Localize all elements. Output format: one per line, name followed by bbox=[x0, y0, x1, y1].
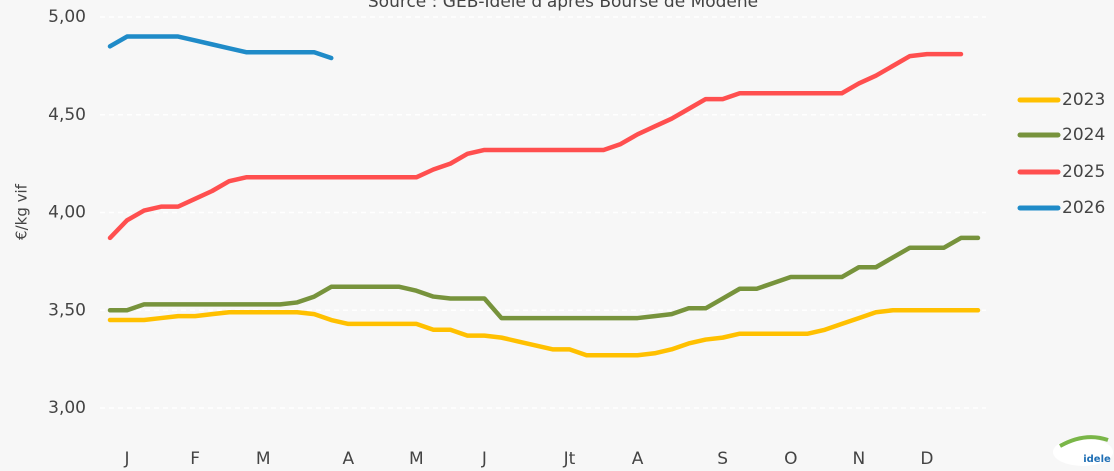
y-tick-label: 3,50 bbox=[48, 300, 86, 320]
logo-text: idele bbox=[1083, 454, 1111, 465]
x-tick-label: N bbox=[853, 449, 866, 469]
legend-label: 2026 bbox=[1062, 198, 1105, 218]
x-tick-label: J bbox=[481, 449, 487, 469]
series-line bbox=[107, 235, 981, 321]
legend-label: 2023 bbox=[1062, 90, 1105, 110]
y-tick-label: 4,00 bbox=[48, 203, 86, 223]
legend-label: 2024 bbox=[1062, 125, 1105, 145]
logo-swoosh bbox=[1059, 435, 1109, 448]
series-line bbox=[107, 51, 964, 241]
y-tick-label: 5,00 bbox=[48, 7, 86, 27]
series-line bbox=[107, 308, 981, 358]
y-tick-label: 4,50 bbox=[48, 105, 86, 125]
x-tick-label: A bbox=[632, 449, 644, 469]
x-tick-label: M bbox=[256, 449, 271, 469]
x-tick-label: O bbox=[784, 449, 797, 469]
x-tick-label: Jt bbox=[563, 449, 576, 469]
x-tick-label: S bbox=[717, 449, 728, 469]
x-tick-label: F bbox=[190, 449, 200, 469]
y-axis-label: €/kg vif bbox=[13, 183, 31, 240]
x-tick-label: A bbox=[342, 449, 354, 469]
chart-title: Source : GEB-Idele d'après Bourse de Mod… bbox=[368, 0, 758, 12]
legend-label: 2025 bbox=[1062, 162, 1105, 182]
x-tick-label: M bbox=[409, 449, 424, 469]
series-line bbox=[107, 34, 334, 61]
x-tick-label: J bbox=[124, 449, 130, 469]
logo-badge bbox=[1053, 438, 1113, 466]
x-tick-label: D bbox=[920, 449, 933, 469]
logo: idele bbox=[1053, 435, 1113, 466]
y-tick-label: 3,00 bbox=[48, 398, 86, 418]
